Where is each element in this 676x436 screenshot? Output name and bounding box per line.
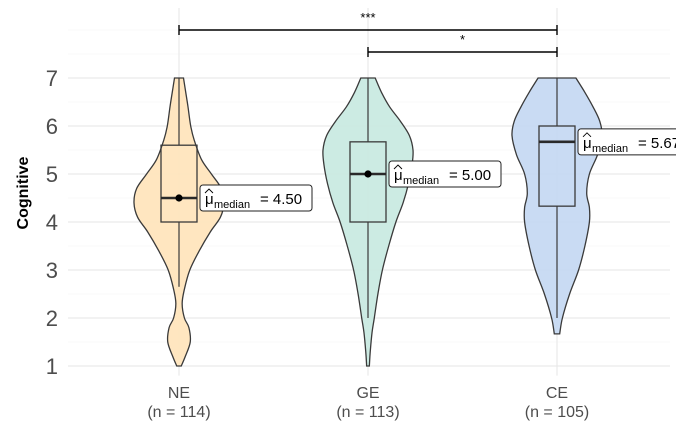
box-ce (538, 125, 576, 207)
median-label-sub: median (592, 143, 628, 155)
x-axis: NE (n = 114) GE (n = 113) CE (n = 105) (147, 385, 589, 421)
median-label-value: = 5.00 (449, 167, 491, 184)
significance-label: * (460, 32, 465, 47)
median-labels: μ median = 4.50μ median = 5.00μ median = 5.67 (199, 128, 676, 212)
bracket-ne-ce: *** (178, 10, 558, 35)
hat-mark (204, 188, 214, 194)
median-label-sub: median (214, 199, 250, 211)
median-label-ce: μ median = 5.67 (577, 128, 676, 156)
median-label-ge: μ median = 5.00 (388, 160, 502, 188)
box-ge (349, 141, 387, 223)
x-tick-label: CE (546, 385, 568, 402)
median-label-sub: median (403, 175, 439, 187)
y-tick-label: 2 (46, 306, 58, 331)
hat-mark (582, 132, 592, 138)
median-label-symbol: μ (583, 135, 592, 152)
y-tick-label: 7 (46, 66, 58, 91)
x-tick-label: GE (356, 385, 379, 402)
median-label-value: = 4.50 (260, 191, 302, 208)
significance-label: *** (360, 10, 375, 25)
y-axis: 1 2 3 4 5 6 7 (46, 66, 58, 379)
median-point (175, 194, 183, 202)
x-tick-count: (n = 105) (525, 404, 589, 421)
median-point (364, 170, 372, 178)
y-tick-label: 6 (46, 114, 58, 139)
hat-mark (393, 164, 403, 170)
significance-brackets: **** (178, 10, 558, 57)
median-label-value: = 5.67 (638, 135, 676, 152)
x-tick-label: NE (168, 385, 190, 402)
median-label-box (388, 160, 502, 188)
box-ne (160, 144, 198, 223)
y-tick-label: 1 (46, 354, 58, 379)
y-axis-label: Cognitive (15, 156, 32, 229)
y-tick-label: 5 (46, 162, 58, 187)
y-tick-label: 4 (46, 210, 58, 235)
y-tick-label: 3 (46, 258, 58, 283)
median-label-symbol: μ (394, 167, 403, 184)
median-label-ne: μ median = 4.50 (199, 184, 313, 212)
bracket-ge-ce: * (367, 32, 558, 57)
x-tick-count: (n = 113) (336, 404, 399, 421)
median-label-symbol: μ (205, 191, 214, 208)
median-label-box (577, 128, 676, 156)
median-label-box (199, 184, 313, 212)
x-tick-count: (n = 114) (147, 404, 210, 421)
boxplots (160, 78, 576, 318)
